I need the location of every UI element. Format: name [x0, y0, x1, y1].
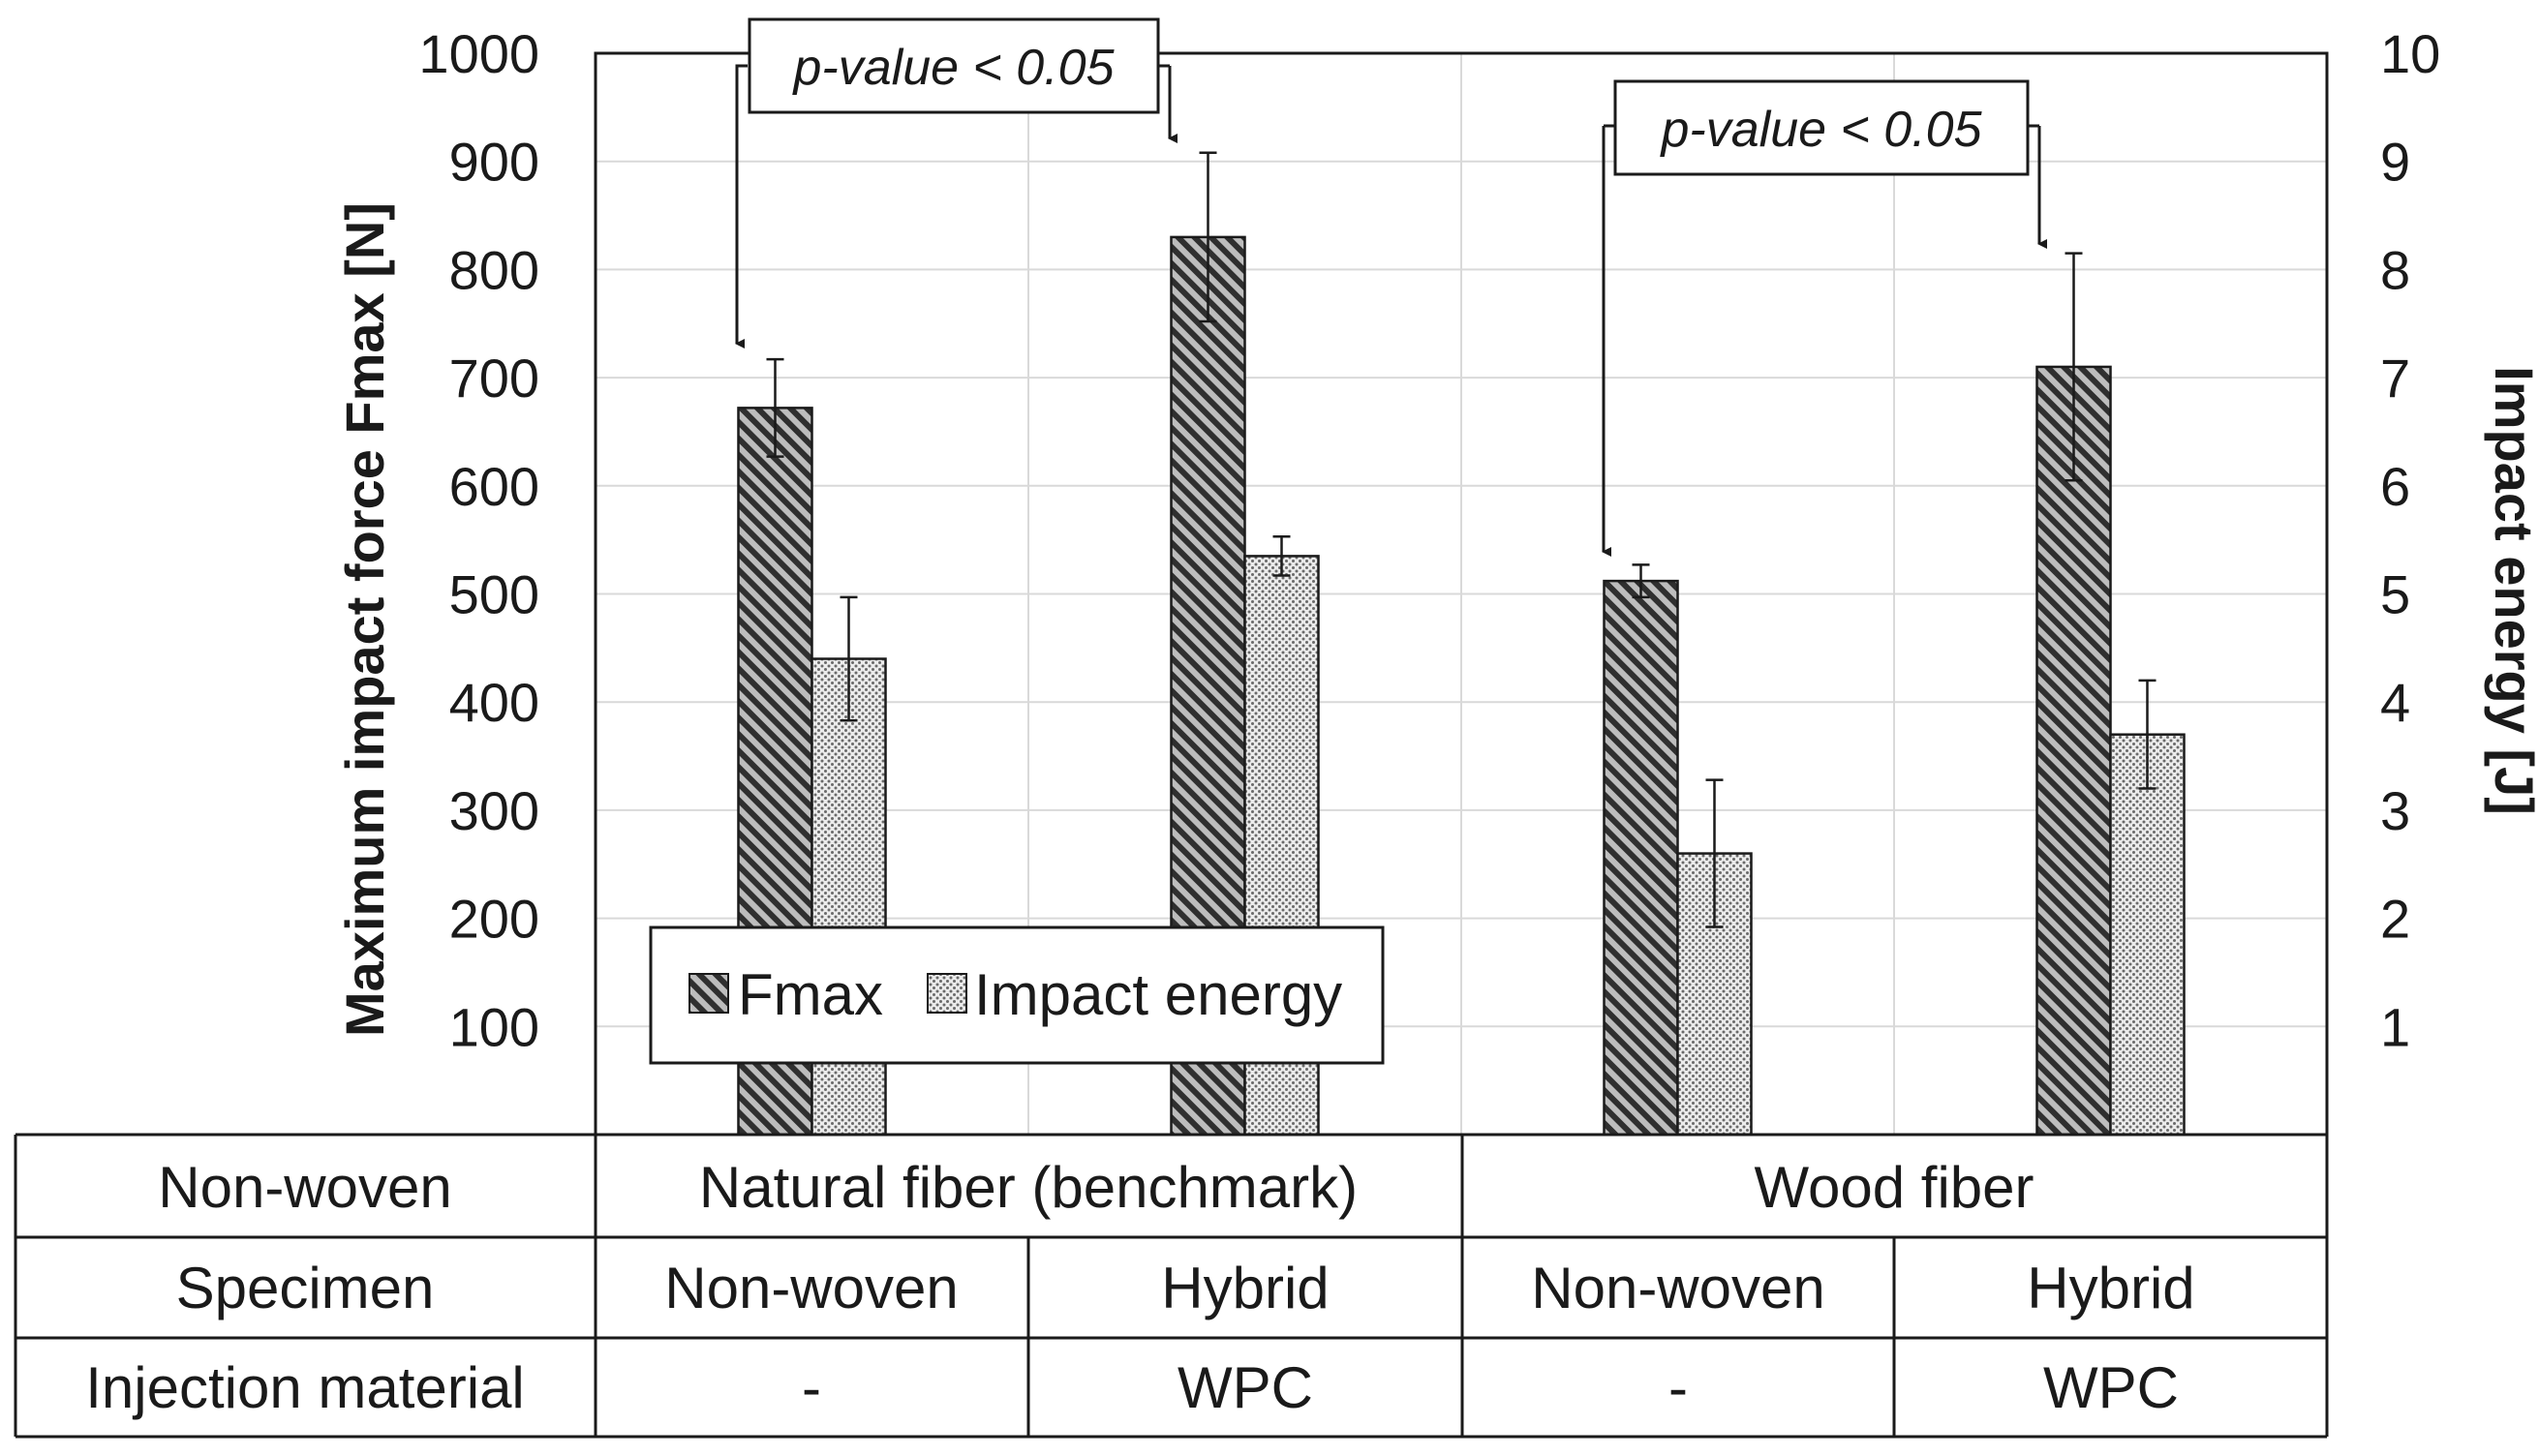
y-axis-ticks: 100 200 300 400 500 600 700 800 900 1000: [418, 23, 539, 1057]
table-cell-injection-1: -: [802, 1355, 821, 1420]
y-tick-label-600: 600: [449, 456, 539, 517]
table-header-injection: Injection material: [85, 1355, 525, 1420]
errorbar-fmax-1: [766, 357, 784, 458]
y2-tick-label-9: 9: [2380, 132, 2410, 193]
y2-tick-label-6: 6: [2380, 456, 2410, 517]
table-header-nonwoven: Non-woven: [158, 1155, 452, 1220]
pvalue-box-wood: [1613, 79, 2030, 176]
y-tick-label-500: 500: [449, 564, 539, 625]
table-cell-wood-fiber: Wood fiber: [1754, 1155, 2034, 1220]
pvalue-box-natural: [748, 17, 1160, 114]
y2-axis-title: Impact energy [J]: [2484, 366, 2539, 815]
y-tick-label-1000: 1000: [418, 23, 539, 84]
table-header-specimen: Specimen: [176, 1256, 435, 1320]
y-axis-title: Maximum impact force Fmax [N]: [334, 202, 395, 1037]
y2-tick-label-4: 4: [2380, 672, 2410, 733]
pvalue-label-wood: p-value < 0.05: [1659, 102, 1982, 158]
y2-tick-label-8: 8: [2380, 239, 2410, 300]
error-bars-group: [766, 151, 2157, 928]
y2-tick-label-5: 5: [2380, 564, 2410, 625]
bar-fmax-4: [2035, 365, 2112, 1137]
pvalue-annotation-natural: p-value < 0.05: [735, 17, 1178, 349]
pvalue-bracket-natural: [735, 64, 748, 339]
legend-box: [649, 925, 1385, 1065]
y2-tick-label-7: 7: [2380, 348, 2410, 409]
table-cell-specimen-1: Non-woven: [664, 1256, 959, 1320]
y-tick-label-400: 400: [449, 672, 539, 733]
table-cell-injection-3: -: [1668, 1355, 1688, 1420]
pvalue-annotation-wood: p-value < 0.05: [1602, 79, 2047, 557]
y-tick-label-300: 300: [449, 780, 539, 841]
y-tick-label-200: 200: [449, 889, 539, 950]
bar-fmax-3: [1603, 579, 1679, 1137]
legend-swatch-energy: [927, 973, 967, 1014]
y2-tick-label-2: 2: [2380, 889, 2410, 950]
errorbar-fmax-3: [1632, 563, 1650, 599]
table-cell-natural-fiber: Natural fiber (benchmark): [699, 1155, 1358, 1220]
legend-label-energy: Impact energy: [974, 962, 1342, 1027]
y2-axis-ticks: 1 2 3 4 5 6 7 8 9 10: [2380, 23, 2440, 1057]
legend-swatch-fmax: [688, 973, 729, 1014]
errorbar-energy-2: [1272, 535, 1291, 577]
y2-tick-label-10: 10: [2380, 23, 2440, 84]
errorbar-energy-1: [840, 595, 858, 722]
y2-tick-label-3: 3: [2380, 780, 2410, 841]
y-tick-label-800: 800: [449, 239, 539, 300]
errorbar-fmax-2: [1199, 151, 1217, 323]
table-cell-injection-2: WPC: [1178, 1355, 1313, 1420]
errorbar-energy-4: [2138, 679, 2157, 790]
bar-energy-4: [2109, 733, 2186, 1137]
pvalue-label-natural: p-value < 0.05: [791, 40, 1115, 96]
errorbar-fmax-4: [2065, 252, 2083, 482]
errorbar-energy-3: [1705, 778, 1724, 928]
table-cell-specimen-3: Non-woven: [1531, 1256, 1825, 1320]
legend: Fmax Impact energy: [649, 925, 1385, 1065]
y-tick-label-900: 900: [449, 132, 539, 193]
y-tick-label-700: 700: [449, 348, 539, 409]
table-cell-specimen-2: Hybrid: [1161, 1256, 1329, 1320]
legend-label-fmax: Fmax: [738, 962, 883, 1027]
table-cell-specimen-4: Hybrid: [2027, 1256, 2194, 1320]
table-cell-injection-4: WPC: [2043, 1355, 2179, 1420]
y2-tick-label-1: 1: [2380, 996, 2410, 1057]
specimen-table: Non-woven Natural fiber (benchmark) Wood…: [14, 1133, 2329, 1439]
y-tick-label-100: 100: [449, 996, 539, 1057]
